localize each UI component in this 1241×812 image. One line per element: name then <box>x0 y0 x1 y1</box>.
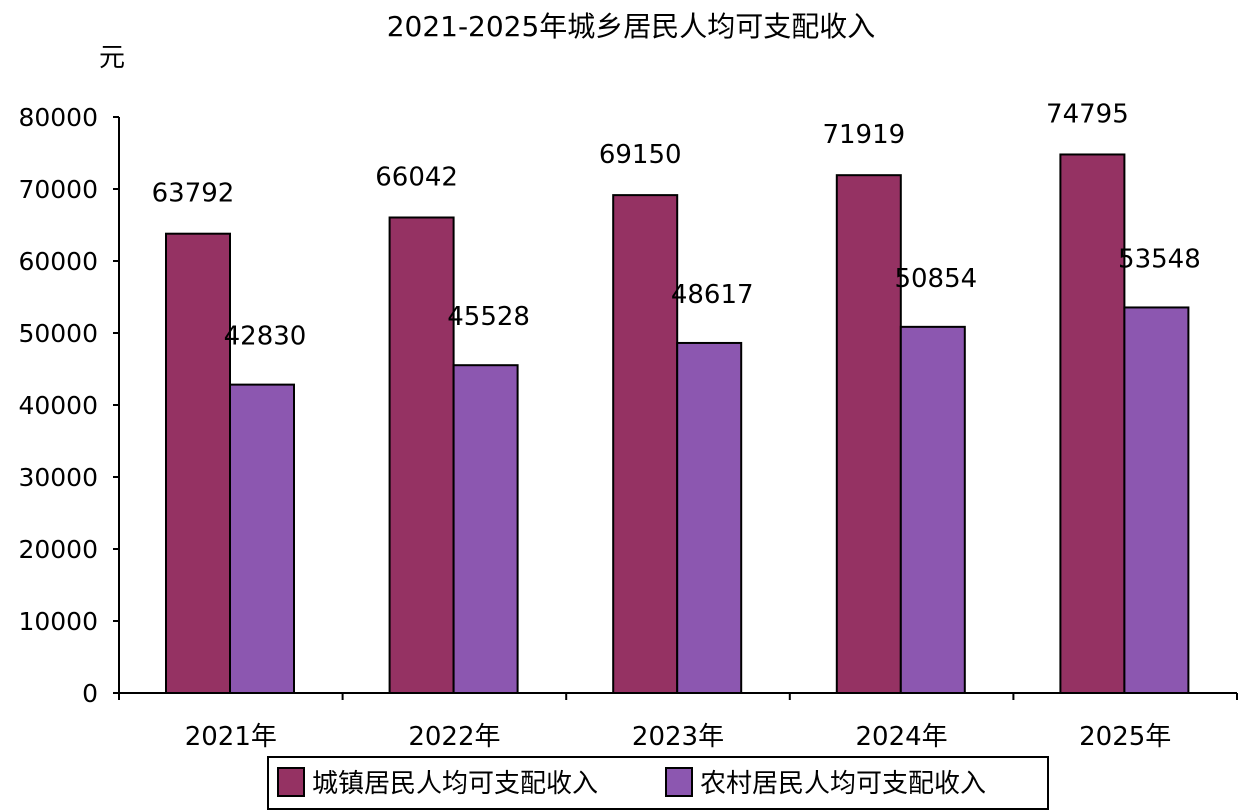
data-label: 53548 <box>1118 244 1201 274</box>
y-tick-label: 20000 <box>18 535 98 564</box>
data-label: 63792 <box>152 179 235 209</box>
bar-urban <box>612 194 679 694</box>
y-tick-label: 60000 <box>18 247 98 276</box>
bar-rural <box>229 383 295 694</box>
legend-swatch <box>277 767 305 797</box>
y-tick-label: 0 <box>82 679 98 708</box>
y-tick-label: 40000 <box>18 391 98 420</box>
data-label: 66042 <box>375 162 458 192</box>
legend-swatch <box>665 767 693 797</box>
bar-rural <box>899 325 966 694</box>
data-label: 50854 <box>894 264 977 294</box>
axes: 0 10000 20000 30000 40000 50000 60000 70000 8000… <box>18 103 1238 752</box>
data-label: 71919 <box>822 120 905 150</box>
y-tick-label: 70000 <box>18 175 98 204</box>
chart-title: 2021-2025年城乡居民人均可支配收入 <box>387 10 876 43</box>
x-tick-label: 2023年 <box>632 722 724 752</box>
data-label: 69150 <box>599 140 682 170</box>
legend-label: 农村居民人均可支配收入 <box>700 769 986 799</box>
data-label: 74795 <box>1046 99 1129 129</box>
x-tick-label: 2021年 <box>185 722 277 752</box>
data-label: 48617 <box>671 280 754 310</box>
x-tick-label: 2025年 <box>1079 722 1171 752</box>
y-tick-label: 10000 <box>18 607 98 636</box>
data-label: 45528 <box>447 302 530 332</box>
data-label: 42830 <box>224 322 307 352</box>
bar-rural <box>676 341 743 694</box>
x-tick-label: 2024年 <box>856 722 948 752</box>
y-tick-label: 80000 <box>18 103 98 132</box>
bar-urban <box>165 232 231 694</box>
bar-urban <box>1059 153 1126 694</box>
bar-rural <box>452 364 519 694</box>
bar-urban <box>388 216 455 695</box>
y-axis-unit: 元 <box>99 43 125 73</box>
bar-urban <box>835 174 902 694</box>
y-tick-label: 30000 <box>18 463 98 492</box>
legend: 城镇居民人均可支配收入 农村居民人均可支配收入 <box>267 756 1049 810</box>
y-tick-label: 50000 <box>18 319 98 348</box>
bars: 63792 66042 69150 71919 74795 42830 45528 48617… <box>152 99 1201 695</box>
bar-rural <box>1123 306 1190 694</box>
legend-label: 城镇居民人均可支配收入 <box>312 769 598 799</box>
x-tick-label: 2022年 <box>408 722 500 752</box>
legend-box <box>267 756 1049 810</box>
